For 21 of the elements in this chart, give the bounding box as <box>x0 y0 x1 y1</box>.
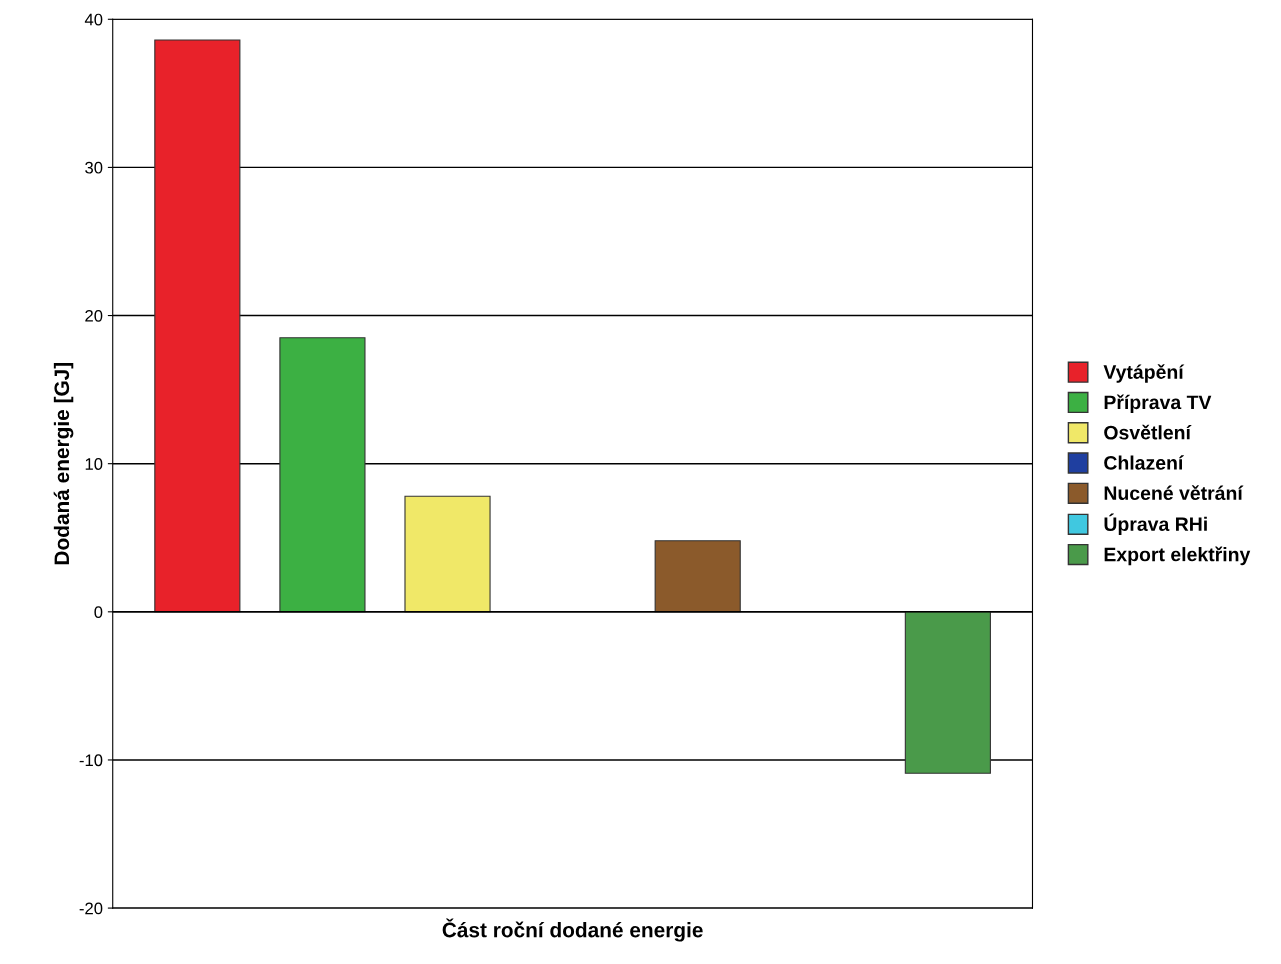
legend-label: Úprava RHi <box>1104 513 1207 535</box>
bar <box>654 540 741 613</box>
y-tick-label: -10 <box>79 754 103 767</box>
y-tick-label: 40 <box>84 13 103 26</box>
x-axis-title: Část roční dodané energie <box>442 918 703 942</box>
y-tick-label: 10 <box>85 458 103 470</box>
legend-label: Chlazení <box>1104 455 1184 470</box>
y-axis-title: Dodaná energie [GJ] <box>53 362 74 565</box>
legend-label: Export elektřiny <box>1104 546 1251 566</box>
bar <box>154 39 241 613</box>
bar <box>279 337 366 613</box>
bar <box>904 611 991 774</box>
y-tick-label: 30 <box>85 161 103 174</box>
legend-label: Osvětlení <box>1104 424 1192 440</box>
legend-label: Příprava TV <box>1104 394 1212 414</box>
legend-label: Nucené větrání <box>1104 485 1244 501</box>
y-tick-label: 0 <box>94 606 103 619</box>
y-tick-label: 20 <box>85 309 103 322</box>
bar <box>404 495 491 613</box>
legend-label: Vytápění <box>1103 364 1185 383</box>
y-tick-label: -20 <box>79 902 103 915</box>
